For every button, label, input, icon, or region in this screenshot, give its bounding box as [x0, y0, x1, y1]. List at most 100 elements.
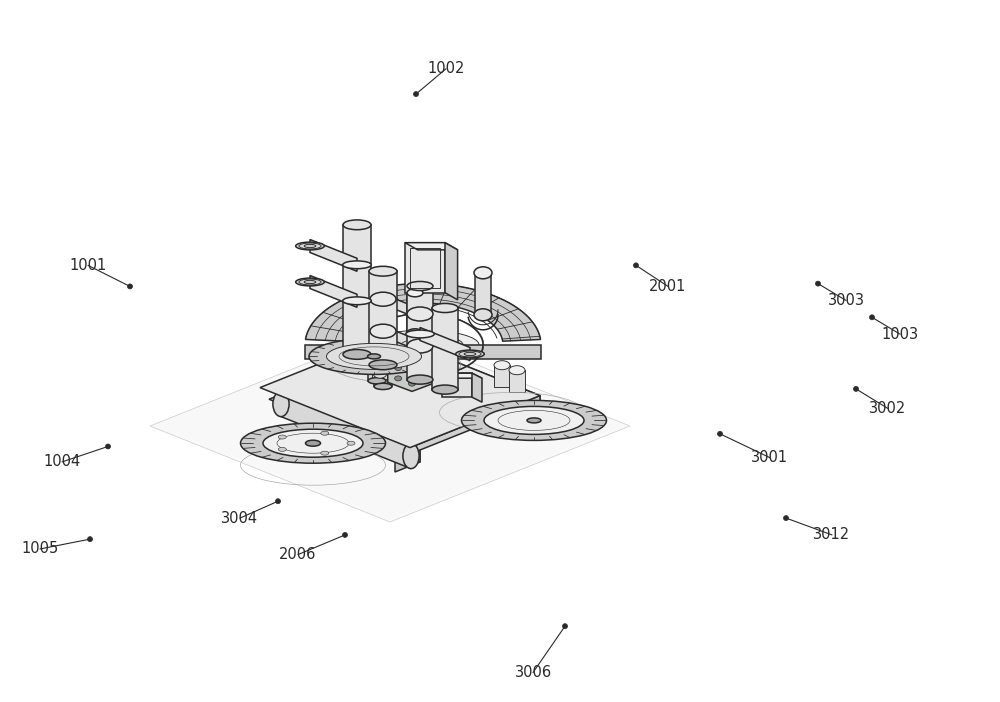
Polygon shape: [275, 392, 420, 449]
Ellipse shape: [634, 263, 639, 268]
Ellipse shape: [263, 429, 363, 457]
Ellipse shape: [367, 350, 385, 359]
Polygon shape: [509, 370, 525, 392]
Polygon shape: [405, 243, 445, 293]
Polygon shape: [305, 284, 541, 341]
Ellipse shape: [407, 339, 433, 353]
Ellipse shape: [854, 386, 858, 392]
Ellipse shape: [347, 441, 355, 445]
Polygon shape: [496, 395, 531, 409]
Text: 3004: 3004: [221, 510, 259, 526]
Ellipse shape: [369, 360, 397, 370]
Ellipse shape: [276, 498, 280, 504]
Polygon shape: [436, 367, 452, 379]
Ellipse shape: [343, 261, 371, 269]
Ellipse shape: [407, 329, 423, 337]
Ellipse shape: [343, 220, 371, 230]
Text: 1002: 1002: [427, 61, 465, 77]
Ellipse shape: [309, 338, 439, 374]
Ellipse shape: [304, 280, 316, 284]
Ellipse shape: [369, 266, 397, 276]
Ellipse shape: [406, 330, 434, 338]
Polygon shape: [305, 345, 541, 359]
Ellipse shape: [351, 344, 369, 353]
Polygon shape: [390, 336, 540, 402]
Ellipse shape: [462, 400, 606, 440]
Polygon shape: [405, 243, 458, 250]
Polygon shape: [389, 437, 426, 452]
Ellipse shape: [106, 444, 110, 449]
Ellipse shape: [870, 314, 874, 320]
Ellipse shape: [326, 343, 422, 369]
Ellipse shape: [373, 369, 387, 378]
Ellipse shape: [359, 334, 377, 340]
Ellipse shape: [368, 378, 386, 384]
Ellipse shape: [456, 350, 484, 358]
Polygon shape: [372, 367, 388, 379]
Ellipse shape: [527, 418, 541, 423]
Ellipse shape: [296, 278, 324, 286]
Ellipse shape: [304, 244, 316, 248]
Ellipse shape: [509, 401, 525, 426]
Text: 1003: 1003: [881, 326, 919, 342]
Text: 2006: 2006: [279, 547, 317, 562]
Ellipse shape: [374, 350, 392, 356]
Polygon shape: [300, 392, 420, 462]
Ellipse shape: [359, 368, 377, 374]
Polygon shape: [432, 308, 458, 390]
Ellipse shape: [407, 289, 423, 297]
Polygon shape: [472, 373, 482, 402]
Ellipse shape: [278, 435, 286, 439]
Polygon shape: [281, 392, 411, 469]
Ellipse shape: [321, 451, 329, 455]
Text: 3003: 3003: [828, 293, 864, 308]
Ellipse shape: [368, 344, 386, 350]
Ellipse shape: [88, 536, 92, 542]
Ellipse shape: [343, 297, 371, 305]
Polygon shape: [374, 353, 392, 386]
Polygon shape: [310, 239, 357, 271]
Ellipse shape: [395, 376, 402, 381]
Polygon shape: [150, 330, 630, 522]
Ellipse shape: [409, 381, 416, 386]
Text: 1004: 1004: [43, 454, 81, 470]
Ellipse shape: [464, 352, 476, 356]
Ellipse shape: [414, 91, 418, 97]
Ellipse shape: [395, 366, 402, 371]
Polygon shape: [442, 373, 472, 397]
Ellipse shape: [474, 267, 492, 279]
Ellipse shape: [407, 307, 433, 321]
Polygon shape: [405, 350, 525, 420]
Ellipse shape: [407, 282, 433, 291]
Ellipse shape: [422, 376, 429, 381]
Ellipse shape: [368, 354, 380, 359]
Ellipse shape: [474, 309, 492, 321]
Text: 2001: 2001: [649, 279, 687, 294]
Ellipse shape: [383, 334, 463, 355]
Ellipse shape: [432, 385, 458, 394]
Polygon shape: [343, 225, 371, 355]
Ellipse shape: [374, 383, 392, 390]
Polygon shape: [387, 349, 517, 426]
Polygon shape: [395, 439, 420, 472]
Ellipse shape: [342, 532, 348, 538]
Ellipse shape: [784, 515, 788, 521]
Ellipse shape: [494, 361, 510, 370]
Ellipse shape: [718, 431, 722, 437]
Ellipse shape: [432, 303, 458, 312]
Ellipse shape: [422, 366, 429, 371]
Ellipse shape: [562, 623, 568, 629]
Text: 1005: 1005: [21, 541, 59, 557]
Ellipse shape: [321, 431, 329, 435]
Text: 3012: 3012: [813, 527, 851, 543]
Polygon shape: [420, 328, 470, 361]
Polygon shape: [368, 347, 386, 380]
Ellipse shape: [296, 242, 324, 250]
Polygon shape: [370, 331, 433, 346]
Ellipse shape: [409, 360, 416, 365]
Ellipse shape: [370, 292, 396, 306]
Polygon shape: [260, 336, 540, 448]
Ellipse shape: [403, 444, 419, 469]
Text: 3001: 3001: [751, 450, 789, 465]
Text: 1001: 1001: [69, 258, 107, 273]
